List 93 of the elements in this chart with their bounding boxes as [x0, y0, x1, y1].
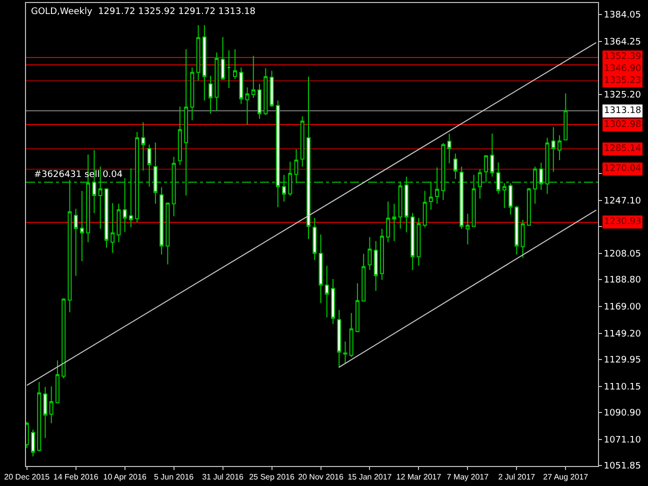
candlestick: [362, 253, 366, 302]
candlestick: [264, 68, 268, 116]
y-tick-label: 1247.10: [604, 196, 642, 207]
candlestick: [178, 106, 182, 166]
candlestick: [49, 386, 54, 424]
candlestick: [220, 36, 225, 80]
ref-line-label: 1270.04: [604, 164, 642, 174]
candlestick: [526, 188, 531, 226]
candlestick: [416, 217, 421, 266]
y-tick-label: 1129.95: [604, 356, 642, 366]
candlestick: [558, 134, 562, 161]
candlestick: [447, 133, 452, 164]
candlestick: [374, 240, 378, 292]
y-tick-label: 1149.20: [604, 330, 642, 340]
text: GOLD,Weekly 1291.72 1325.92 1291.72 1313.18: [31, 7, 256, 17]
x-tick-label: 12 Mar 2017: [396, 472, 442, 482]
candlestick: [330, 278, 335, 324]
x-tick-label: 27 Aug 2017: [543, 472, 589, 482]
x-tick-label: 31 Jul 2016: [202, 472, 244, 482]
ref-line-label: 1302.98: [604, 120, 642, 130]
candlestick: [502, 182, 506, 209]
ref-line-label: 1352.39: [604, 52, 642, 62]
y-tick-label: 1188.80: [604, 276, 642, 286]
y-tick-label: 1169.00: [604, 302, 642, 313]
x-tick-label: 20 Dec 2015: [4, 472, 50, 482]
ref-line-label: 1335.23: [604, 76, 642, 86]
candlestick: [514, 205, 519, 255]
candlestick: [337, 309, 342, 368]
candlestick: [202, 24, 206, 101]
candlestick: [368, 236, 372, 270]
candlestick: [104, 188, 108, 248]
candlestick: [190, 66, 194, 121]
candlestick: [141, 122, 146, 172]
candlestick: [349, 312, 354, 358]
candlestick: [466, 213, 470, 245]
candlestick: [43, 386, 48, 439]
x-tick-label: 14 Feb 2016: [53, 472, 99, 482]
ref-line-label: 1313.18: [604, 106, 642, 116]
candlestick: [116, 203, 121, 243]
candlestick: [251, 55, 256, 98]
x-tick-label: 20 Nov 2016: [298, 472, 344, 482]
candlestick: [233, 48, 238, 80]
y-tick-label: 1051.85: [604, 462, 642, 472]
y-tick-label: 1071.10: [604, 436, 642, 446]
candlestick: [258, 83, 262, 120]
candlestick: [490, 133, 494, 178]
candlestick: [392, 203, 396, 242]
candlestick: [324, 265, 329, 318]
x-tick-label: 25 Sep 2016: [249, 472, 296, 482]
candlestick: [55, 360, 60, 404]
x-tick-label: 15 Jan 2017: [348, 472, 392, 482]
candlestick: [110, 202, 115, 254]
candlestick: [62, 298, 66, 379]
candlestick: [239, 66, 244, 104]
candlestick: [386, 201, 390, 243]
candlestick: [318, 234, 323, 304]
candlestick: [270, 70, 274, 108]
candlestick: [226, 50, 231, 88]
candlestick: [196, 24, 200, 82]
candlestick: [410, 212, 415, 270]
ref-line-label: 1285.14: [604, 144, 642, 154]
ref-line-label: 1346.90: [604, 64, 642, 74]
candlestick: [74, 208, 78, 276]
candlestick: [355, 282, 360, 333]
candlestick: [37, 381, 42, 452]
y-tick-label: 1384.05: [604, 10, 642, 21]
x-tick-label: 10 Apr 2016: [103, 472, 147, 482]
x-tick-label: 2 Jul 2017: [498, 472, 536, 482]
candlestick: [343, 340, 348, 364]
candlestick: [564, 92, 568, 140]
candlestick: [453, 153, 458, 180]
candlestick: [166, 202, 170, 265]
candlestick: [380, 228, 384, 280]
candlestick: [214, 52, 219, 112]
candlestick: [312, 217, 317, 261]
candlestick: [508, 182, 513, 216]
y-tick-label: 1208.05: [604, 250, 642, 260]
candlestick: [31, 429, 35, 457]
ref-line-label: 1230.93: [604, 217, 642, 227]
y-tick-label: 1090.90: [604, 408, 642, 419]
candlestick: [208, 75, 213, 114]
candlestick: [551, 126, 556, 172]
y-tick-label: 1325.20: [604, 90, 642, 101]
y-tick-label: 1364.25: [604, 38, 642, 48]
candlestick: [245, 86, 250, 126]
y-tick-label: 1110.15: [604, 382, 642, 393]
candlestick: [300, 116, 304, 168]
x-tick-label: 5 Jun 2016: [154, 472, 194, 482]
candlestick: [80, 190, 84, 262]
candlestick: [520, 219, 525, 258]
x-tick-label: 7 May 2017: [446, 472, 490, 482]
candlestick: [160, 186, 164, 255]
candlestick: [422, 190, 427, 228]
